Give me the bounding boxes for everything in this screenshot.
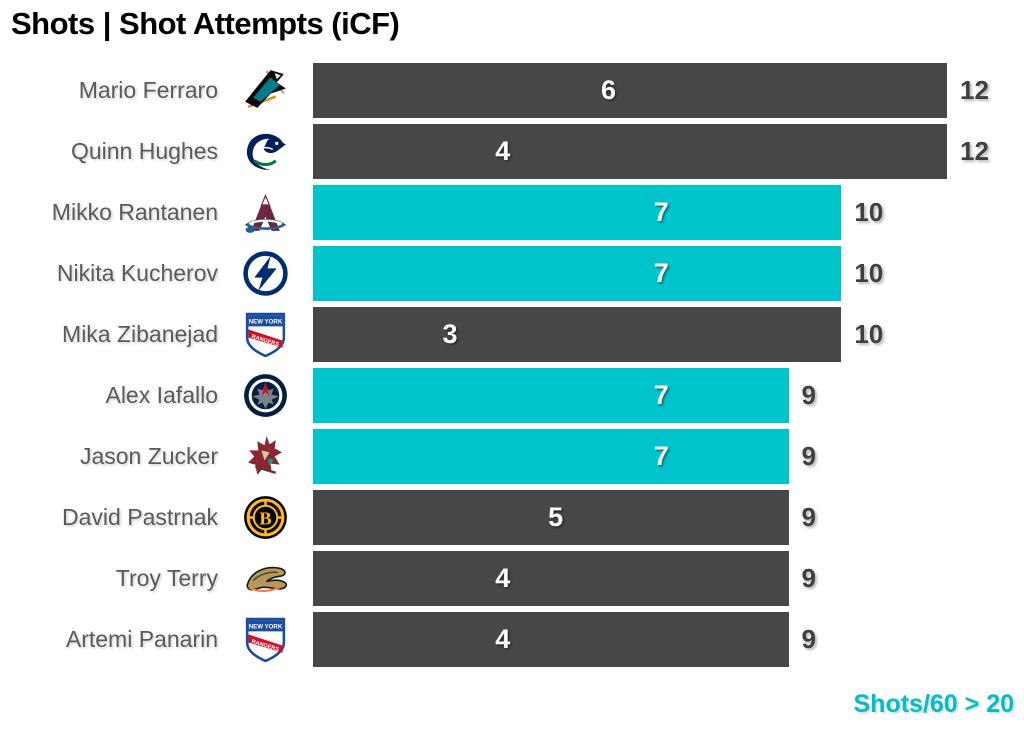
icf-value-label: 12: [960, 75, 989, 105]
shots-value-label: 7: [653, 380, 669, 410]
player-row: Troy Terry 4 9: [0, 551, 1024, 606]
icf-bar: 3: [313, 307, 842, 362]
player-row: Mikko Rantanen 7 10: [0, 185, 1024, 240]
icf-bar: 7: [313, 185, 842, 240]
icf-bar: 4: [313, 612, 789, 667]
player-row: Artemi Panarin 4 9: [0, 612, 1024, 667]
icf-bar: 7: [313, 246, 842, 301]
shots-value-label: 4: [495, 136, 511, 166]
bar-area: 7 10: [313, 185, 883, 240]
icf-bar: 7: [313, 429, 789, 484]
shots-value-label: 7: [653, 258, 669, 288]
player-name-label: Nikita Kucherov: [56, 260, 218, 286]
bar-area: 6 12: [313, 63, 989, 118]
bar-area: 4 9: [313, 551, 816, 606]
icf-value-label: 9: [801, 502, 816, 532]
chart-title: Shots | Shot Attempts (iCF): [11, 6, 400, 41]
shots-value-label: 5: [548, 502, 564, 532]
icf-value-label: 9: [801, 563, 816, 593]
player-name-label: Mika Zibanejad: [62, 321, 218, 347]
icf-value-label: 12: [960, 136, 989, 166]
player-name-label: Jason Zucker: [79, 443, 218, 469]
rangers-logo-icon: [218, 307, 313, 362]
player-name-label: Quinn Hughes: [70, 138, 218, 164]
bar-area: 7 9: [313, 368, 816, 423]
icf-value-label: 10: [854, 197, 884, 227]
player-name-label: Troy Terry: [115, 565, 218, 591]
shots-value-label: 4: [495, 563, 511, 593]
shots-value-label: 7: [653, 197, 669, 227]
icf-value-label: 10: [854, 258, 884, 288]
icf-value-label: 9: [801, 624, 816, 654]
icf-value-label: 9: [801, 441, 816, 471]
player-row: Alex Iafallo 7 9: [0, 368, 1024, 423]
icf-value-label: 10: [854, 319, 884, 349]
player-name-label: David Pastrnak: [62, 504, 218, 530]
bar-area: 4 9: [313, 612, 816, 667]
canucks-logo-icon: [218, 124, 313, 179]
bar-area: 4 12: [313, 124, 989, 179]
bar-chart: Mario Ferraro 6 12 Quinn Hughes 4 12 Mik…: [0, 63, 1024, 673]
player-name-label: Mikko Rantanen: [51, 199, 218, 225]
icf-bar: 5: [313, 490, 789, 545]
lightning-logo-icon: [218, 246, 313, 301]
bruins-logo-icon: [218, 490, 313, 545]
player-name-label: Alex Iafallo: [105, 382, 218, 408]
icf-bar: 7: [313, 368, 789, 423]
player-row: Quinn Hughes 4 12: [0, 124, 1024, 179]
player-name-label: Mario Ferraro: [78, 77, 218, 103]
player-row: Jason Zucker 7 9: [0, 429, 1024, 484]
shots-value-label: 4: [495, 624, 511, 654]
bar-area: 5 9: [313, 490, 816, 545]
shots-value-label: 3: [442, 319, 458, 349]
bar-area: 7 9: [313, 429, 816, 484]
player-row: Nikita Kucherov 7 10: [0, 246, 1024, 301]
coyotes-logo-icon: [218, 429, 313, 484]
rangers-logo-icon: [218, 612, 313, 667]
icf-bar: 4: [313, 124, 947, 179]
ducks-logo-icon: [218, 551, 313, 606]
player-row: David Pastrnak 5 9: [0, 490, 1024, 545]
jets-logo-icon: [218, 368, 313, 423]
bar-area: 7 10: [313, 246, 883, 301]
shots-value-label: 7: [653, 441, 669, 471]
avalanche-logo-icon: [218, 185, 313, 240]
sharks-logo-icon: [218, 63, 313, 118]
bar-area: 3 10: [313, 307, 883, 362]
player-name-label: Artemi Panarin: [65, 626, 218, 652]
footer-threshold-note: Shots/60 > 20: [853, 690, 1015, 718]
icf-bar: 4: [313, 551, 789, 606]
icf-bar: 6: [313, 63, 947, 118]
shots-value-label: 6: [600, 75, 616, 105]
icf-value-label: 9: [801, 380, 816, 410]
player-row: Mika Zibanejad 3 10: [0, 307, 1024, 362]
player-row: Mario Ferraro 6 12: [0, 63, 1024, 118]
